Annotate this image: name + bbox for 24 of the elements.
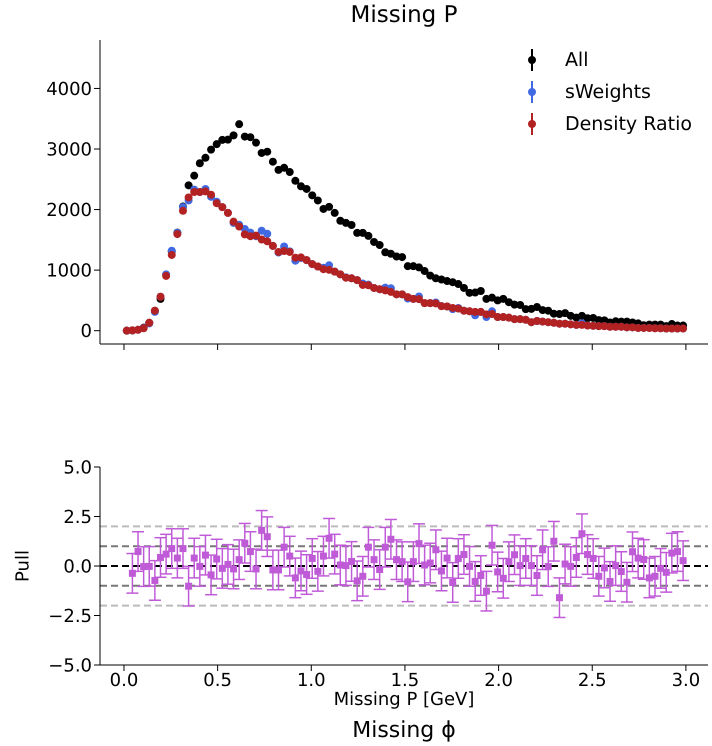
x-axis-title: Missing P [GeV] (334, 689, 474, 710)
x-tick-label: 0.0 (110, 670, 138, 691)
x-tick-label: 1.5 (390, 670, 420, 691)
y-tick-label: 1000 (46, 260, 92, 282)
y-tick-label: −2.5 (48, 606, 92, 627)
x-tick-label: 0.5 (203, 670, 232, 691)
y-axis-title: Pull (12, 550, 34, 582)
x-tick-label: 1.0 (296, 670, 326, 691)
legend-label: sWeights (564, 81, 651, 103)
y-tick-label: 4000 (46, 78, 92, 100)
y-tick-label: 0.0 (63, 556, 92, 578)
y-tick-label: −5.0 (48, 655, 92, 676)
y-tick-label: 0 (80, 321, 92, 342)
y-tick-label: 3000 (46, 139, 92, 160)
legend-label: All (564, 49, 588, 71)
y-tick-label: 5.0 (63, 457, 92, 478)
x-tick-label: 3.0 (672, 670, 700, 691)
x-tick-label: 2.5 (578, 670, 607, 691)
y-tick-label: 2000 (46, 200, 92, 221)
chart-title: Missing P (350, 2, 458, 28)
text: Missing ϕ (351, 718, 457, 744)
x-tick-label: 2.0 (484, 670, 513, 691)
legend-label: Density Ratio (564, 113, 692, 135)
y-tick-label: 2.5 (63, 506, 92, 528)
